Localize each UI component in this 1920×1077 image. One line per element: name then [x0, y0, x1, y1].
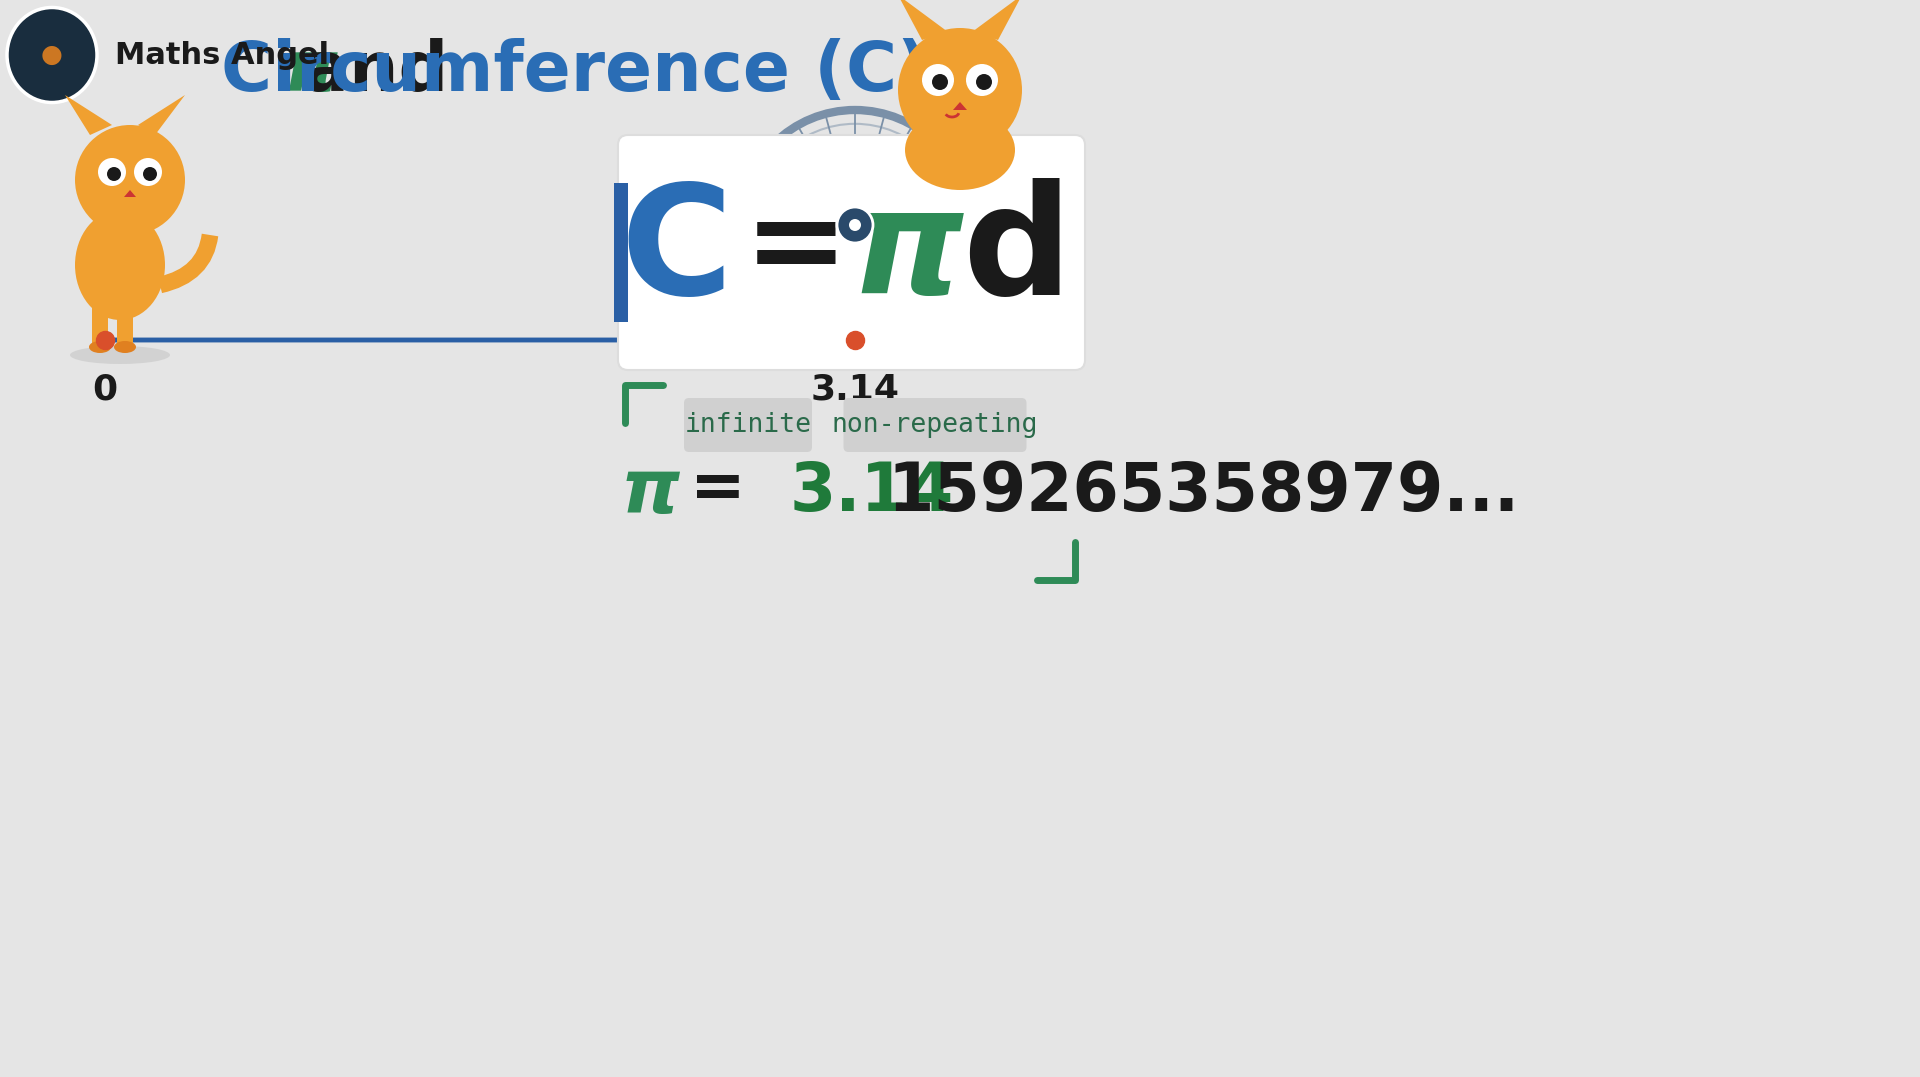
Circle shape [134, 158, 161, 186]
Text: π: π [620, 456, 680, 529]
FancyBboxPatch shape [618, 135, 1085, 370]
Text: 3.14: 3.14 [810, 373, 899, 407]
Text: non-repeating: non-repeating [831, 412, 1039, 438]
Text: 3.14: 3.14 [789, 459, 954, 524]
Circle shape [837, 207, 874, 243]
Bar [614, 183, 628, 322]
Polygon shape [125, 190, 136, 197]
Ellipse shape [113, 341, 136, 353]
Circle shape [975, 74, 993, 90]
FancyBboxPatch shape [684, 398, 812, 452]
Circle shape [899, 28, 1021, 152]
Circle shape [931, 74, 948, 90]
Polygon shape [138, 95, 184, 135]
Ellipse shape [8, 8, 98, 102]
Text: π: π [282, 39, 338, 106]
Ellipse shape [904, 110, 1016, 190]
Bar [92, 285, 108, 345]
Circle shape [108, 167, 121, 181]
Ellipse shape [75, 210, 165, 320]
Circle shape [966, 64, 998, 96]
Bar [117, 285, 132, 345]
Polygon shape [972, 0, 1021, 40]
Text: and: and [301, 39, 447, 106]
Polygon shape [952, 102, 968, 110]
Circle shape [98, 158, 127, 186]
Text: 159265358979...: 159265358979... [887, 459, 1519, 524]
Polygon shape [899, 0, 948, 40]
Text: ●: ● [40, 43, 63, 67]
Text: Circumference (C): Circumference (C) [221, 39, 929, 106]
Circle shape [75, 125, 184, 235]
Ellipse shape [69, 346, 171, 364]
Text: C: C [620, 178, 733, 327]
Polygon shape [65, 95, 111, 135]
Text: infinite: infinite [685, 412, 812, 438]
Text: Maths Angel: Maths Angel [115, 41, 328, 70]
Ellipse shape [88, 341, 111, 353]
Circle shape [849, 219, 860, 230]
Text: 0: 0 [92, 373, 117, 407]
Text: =: = [745, 187, 849, 308]
Text: d: d [962, 178, 1071, 327]
Text: π: π [849, 182, 964, 323]
Circle shape [142, 167, 157, 181]
Circle shape [922, 64, 954, 96]
Text: =: = [689, 456, 745, 522]
FancyBboxPatch shape [843, 398, 1027, 452]
